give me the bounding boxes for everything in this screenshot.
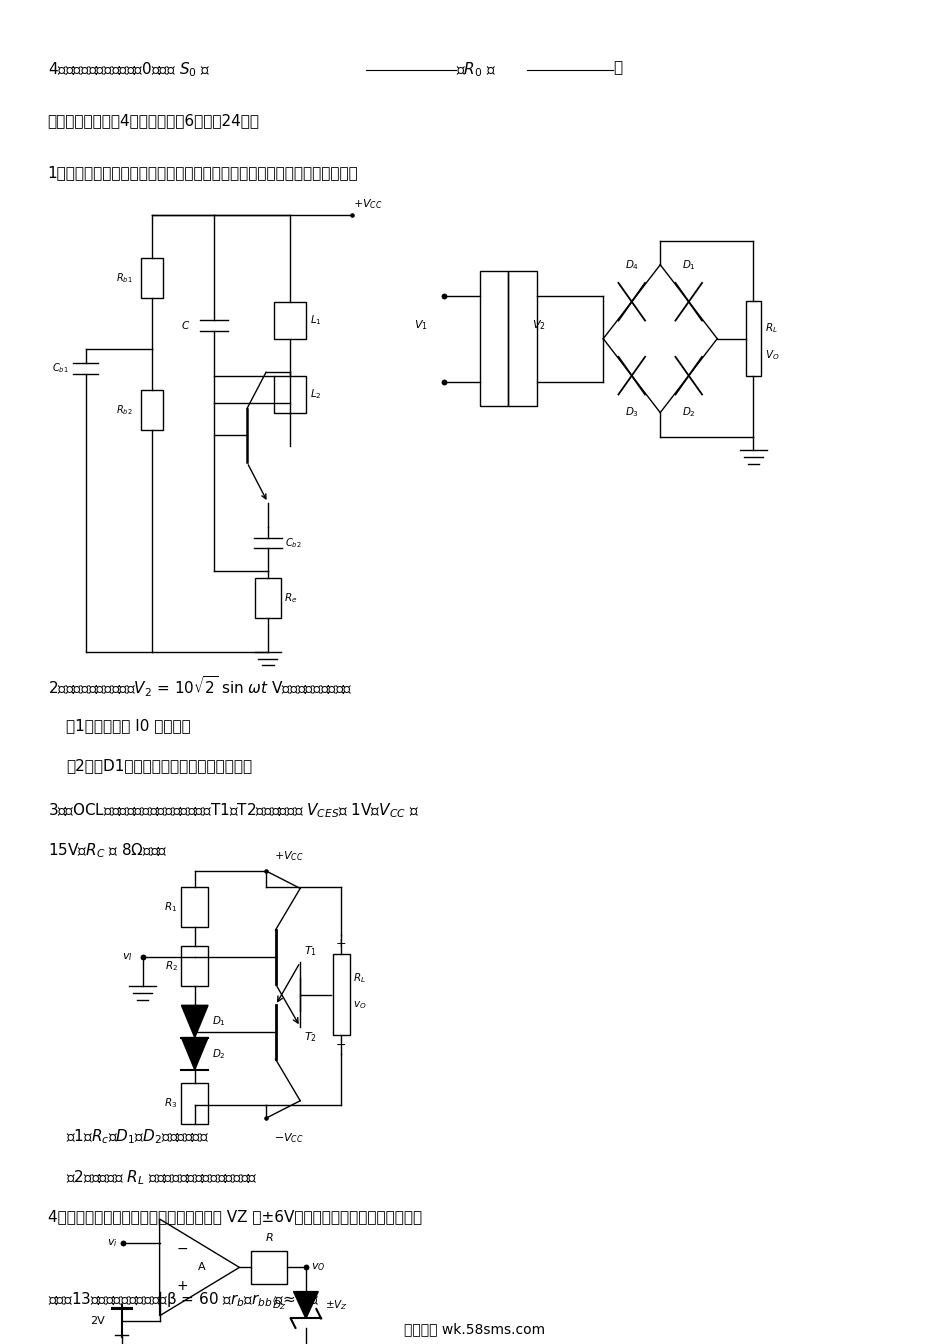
Text: $-V_{CC}$: $-V_{CC}$ — [274, 1132, 303, 1145]
Bar — [508, 271, 537, 406]
Bar — [255, 578, 281, 618]
Bar — [181, 1083, 208, 1124]
Text: $v_i$: $v_i$ — [107, 1238, 118, 1249]
Text: （1）输出电压 I0 平均值；: （1）输出电压 I0 平均值； — [66, 718, 191, 732]
Text: $D_4$: $D_4$ — [625, 258, 638, 271]
Text: $V_O$: $V_O$ — [765, 348, 779, 362]
Text: $R_3$: $R_3$ — [164, 1097, 178, 1110]
Bar — [746, 301, 761, 376]
Polygon shape — [294, 1292, 318, 1318]
Text: −: − — [335, 1039, 347, 1052]
Text: 四、（13分）电路如图，已知：β = 60 ，$r_b$（$r_{bb'}$）≈ 0。: 四、（13分）电路如图，已知：β = 60 ，$r_b$（$r_{bb'}$）≈… — [48, 1290, 319, 1309]
Text: $D_1$: $D_1$ — [682, 258, 695, 271]
Text: $R_L$: $R_L$ — [353, 972, 366, 985]
Text: （2）若D1的正负极接反会出现什么现象？: （2）若D1的正负极接反会出现什么现象？ — [66, 758, 253, 773]
Text: （1）$R_c$、$D_1$、$D_2$起什么作用？: （1）$R_c$、$D_1$、$D_2$起什么作用？ — [66, 1128, 210, 1146]
Text: $R_2$: $R_2$ — [164, 960, 178, 973]
Text: 。: 。 — [613, 60, 622, 75]
Text: $V_1$: $V_1$ — [413, 319, 428, 332]
Text: $R_1$: $R_1$ — [164, 900, 178, 914]
Text: +: + — [177, 1279, 188, 1293]
Text: （2）试求负载 $R_L$ 上得到的最大不失真输出功率。: （2）试求负载 $R_L$ 上得到的最大不失真输出功率。 — [66, 1168, 258, 1187]
Polygon shape — [181, 1005, 208, 1038]
Text: 1、试用相位平衡条件判断如下左图电路能否产生正弦波振荡？并说明理由。: 1、试用相位平衡条件判断如下左图电路能否产生正弦波振荡？并说明理由。 — [48, 165, 358, 180]
Text: 15V，$R_C$ ＝ 8Ω，问：: 15V，$R_C$ ＝ 8Ω，问： — [48, 841, 167, 860]
Text: $v_O$: $v_O$ — [353, 1000, 367, 1011]
Text: A: A — [198, 1262, 205, 1273]
Text: $T_1$: $T_1$ — [304, 945, 317, 958]
Text: 2V: 2V — [89, 1316, 104, 1327]
Text: $D_1$: $D_1$ — [212, 1015, 226, 1028]
Text: $R$: $R$ — [264, 1231, 274, 1243]
Text: 4、在如图所示的电路中，设双向稳压器的 VZ 为±6V，画出该电路的电压传输特性。: 4、在如图所示的电路中，设双向稳压器的 VZ 为±6V，画出该电路的电压传输特性… — [48, 1210, 422, 1224]
Text: $R_e$: $R_e$ — [284, 591, 297, 605]
Text: +: + — [335, 937, 347, 950]
Text: $R_L$: $R_L$ — [765, 321, 777, 335]
Text: 三、简答题。（共4小题，每小题6分，共24分）: 三、简答题。（共4小题，每小题6分，共24分） — [48, 113, 259, 128]
Text: $V_2$: $V_2$ — [532, 319, 545, 332]
Text: $R_{b1}$: $R_{b1}$ — [116, 271, 133, 285]
Text: $C_{b1}$: $C_{b1}$ — [51, 362, 68, 375]
Text: 4、维持阻塞触发器异步置0，须使 $S_0$ ＝: 4、维持阻塞触发器异步置0，须使 $S_0$ ＝ — [48, 60, 210, 79]
Text: $+V_{CC}$: $+V_{CC}$ — [274, 849, 303, 863]
Bar — [181, 946, 208, 986]
Text: $\pm V_Z$: $\pm V_Z$ — [325, 1298, 348, 1312]
Bar — [141, 390, 163, 430]
Text: 五八文库 wk.58sms.com: 五八文库 wk.58sms.com — [405, 1322, 545, 1336]
Text: $L_1$: $L_1$ — [310, 313, 321, 327]
Text: $D_Z$: $D_Z$ — [272, 1298, 287, 1312]
Bar — [251, 1251, 287, 1284]
Bar — [274, 376, 306, 413]
Text: $D_2$: $D_2$ — [682, 406, 695, 419]
Text: $L_2$: $L_2$ — [310, 387, 321, 401]
Text: $v_I$: $v_I$ — [123, 952, 133, 962]
Text: −: − — [177, 1242, 188, 1255]
Bar — [332, 954, 350, 1035]
Bar — [141, 258, 163, 298]
Text: $v_O$: $v_O$ — [311, 1262, 325, 1273]
Bar — [480, 271, 508, 406]
Text: ，$R_0$ ＝: ，$R_0$ ＝ — [456, 60, 497, 79]
Text: $C_{b2}$: $C_{b2}$ — [285, 536, 302, 550]
Bar — [181, 887, 208, 927]
Bar — [274, 302, 306, 339]
Text: $C$: $C$ — [180, 320, 190, 331]
Text: $+V_{CC}$: $+V_{CC}$ — [353, 198, 383, 211]
Text: 2、电路如上右图所示，$V_2$ = 10$\sqrt{2}$ sin $\omega t$ V，试回答下列问题：: 2、电路如上右图所示，$V_2$ = 10$\sqrt{2}$ sin $\om… — [48, 675, 352, 699]
Text: $D_3$: $D_3$ — [625, 406, 638, 419]
Text: 3、某OCL互补对称电路如图，已知三极管T1、T2的饱和压降为 $V_{CES}$＝ 1V，$V_{CC}$ ＝: 3、某OCL互补对称电路如图，已知三极管T1、T2的饱和压降为 $V_{CES}… — [48, 801, 419, 820]
Text: $T_2$: $T_2$ — [304, 1031, 317, 1044]
Text: $D_2$: $D_2$ — [212, 1047, 226, 1060]
Text: $R_{b2}$: $R_{b2}$ — [116, 403, 133, 417]
Polygon shape — [181, 1038, 208, 1070]
